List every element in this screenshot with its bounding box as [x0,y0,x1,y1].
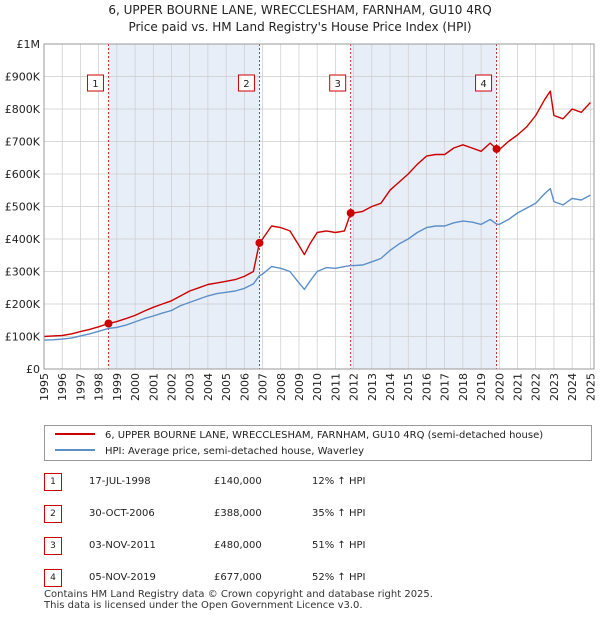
x-tick-label: 2001 [147,373,160,401]
x-tick-label: 2005 [220,373,233,401]
legend-property-label: 6, UPPER BOURNE LANE, WRECCLESHAM, FARNH… [105,430,544,441]
x-tick-label: 2012 [348,373,361,401]
x-tick-label: 2013 [366,373,379,401]
x-tick-label: 2019 [475,373,488,401]
x-tick-label: 2010 [311,373,324,401]
footer-copyright: Contains HM Land Registry data © Crown c… [44,589,433,600]
y-tick-label: £0 [26,363,40,376]
sale-label-number: 3 [335,79,341,90]
x-tick-label: 2000 [129,373,142,401]
sale-marker [104,319,113,328]
sale-price: £480,000 [214,540,262,551]
x-tick-label: 2011 [329,373,342,401]
table-row: 2 30-OCT-2006 £388,000 35% ↑ HPI [44,505,444,523]
y-tick-label: £300K [5,266,41,279]
y-tick-label: £400K [5,233,41,246]
sale-date: 17-JUL-1998 [89,476,151,487]
x-tick-label: 2002 [165,373,178,401]
sale-marker [492,144,501,153]
sale-markers [104,144,501,328]
sale-label-number: 1 [92,79,98,90]
sale-price: £388,000 [214,508,262,519]
sale-hpi-change: 35% ↑ HPI [312,508,366,519]
sale-number-badge: 1 [44,473,62,491]
table-row: 3 03-NOV-2011 £480,000 51% ↑ HPI [44,537,444,555]
legend-hpi-swatch [55,449,95,451]
x-tick-label: 1996 [56,373,69,401]
sale-price: £677,000 [214,572,262,583]
sale-label-number: 2 [243,79,249,90]
sale-number-badge: 3 [44,537,62,555]
x-tick-label: 2015 [402,373,415,401]
x-tick-label: 2003 [184,373,197,401]
table-row: 1 17-JUL-1998 £140,000 12% ↑ HPI [44,473,444,491]
x-tick-label: 2021 [512,373,525,401]
x-tick-label: 2018 [457,373,470,401]
legend-hpi: HPI: Average price, semi-detached house,… [55,445,364,459]
sale-label-box [329,74,347,92]
sale-date: 05-NOV-2019 [89,572,156,583]
y-tick-label: £600K [5,168,41,181]
legend-property-swatch [55,433,95,435]
legend-property: 6, UPPER BOURNE LANE, WRECCLESHAM, FARNH… [55,429,543,443]
chart-title-main: 6, UPPER BOURNE LANE, WRECCLESHAM, FARNH… [108,3,492,17]
x-tick-label: 2014 [384,373,397,401]
price-chart: 1 2 3 4 £0 £100K £200K £300K £400K £500K £600K £70… [5,38,598,401]
y-tick-label: £100K [5,331,41,344]
sale-price: £140,000 [214,476,262,487]
x-tick-label: 2017 [439,373,452,401]
x-tick-label: 2023 [548,373,561,401]
x-tick-label: 2006 [238,373,251,401]
series-layer [43,90,591,341]
x-tick-label: 2020 [493,373,506,401]
x-tick-label: 2025 [584,373,597,401]
y-tick-label: £500K [5,201,41,214]
sale-hpi-change: 51% ↑ HPI [312,540,366,551]
legend: 6, UPPER BOURNE LANE, WRECCLESHAM, FARNH… [44,425,592,461]
y-tick-label: £800K [5,103,41,116]
sale-marker [255,238,264,247]
y-tick-label: £1M [17,38,41,51]
plot-frame [43,43,595,370]
x-tick-label: 2004 [202,373,215,401]
sale-date: 30-OCT-2006 [89,508,155,519]
chart-title: 6, UPPER BOURNE LANE, WRECCLESHAM, FARNH… [0,2,600,36]
sale-labels: 1 2 3 4 [86,74,493,92]
sale-date: 03-NOV-2011 [89,540,156,551]
table-row: 4 05-NOV-2019 £677,000 52% ↑ HPI [44,569,444,587]
y-axis-ticks: £0 £100K £200K £300K £400K £500K £600K £700K £80… [5,38,41,376]
x-tick-label: 2009 [293,373,306,401]
sale-hpi-change: 52% ↑ HPI [312,572,366,583]
x-tick-label: 2024 [566,373,579,401]
chart-subtitle: Price paid vs. HM Land Registry's House … [128,20,472,34]
x-axis-ticks: 1995 1996 1997 1998 1999 2000 2001 2002 2003 2004… [38,373,597,401]
sale-marker [346,209,355,217]
sale-hpi-change: 12% ↑ HPI [312,476,366,487]
sale-label-box [475,74,493,92]
x-tick-label: 1998 [93,373,106,401]
x-tick-label: 2008 [275,373,288,401]
x-tick-label: 1995 [38,373,51,401]
y-tick-label: £900K [5,71,41,84]
footer-license: This data is licensed under the Open Gov… [44,600,363,611]
y-tick-label: £700K [5,136,41,149]
x-tick-label: 2022 [530,373,543,401]
x-tick-label: 1999 [111,373,124,401]
hpi-line [43,187,591,341]
sale-label-box [237,74,255,92]
x-tick-label: 1997 [74,373,87,401]
property-price-line [43,90,591,338]
footer: Contains HM Land Registry data © Crown c… [44,589,433,611]
legend-hpi-label: HPI: Average price, semi-detached house,… [105,446,365,457]
y-tick-label: £200K [5,298,41,311]
sale-label-box [86,74,104,92]
sale-label-number: 4 [480,79,486,90]
sale-number-badge: 4 [44,569,62,587]
x-tick-label: 2016 [420,373,433,401]
sale-number-badge: 2 [44,505,62,523]
x-tick-label: 2007 [257,373,270,401]
